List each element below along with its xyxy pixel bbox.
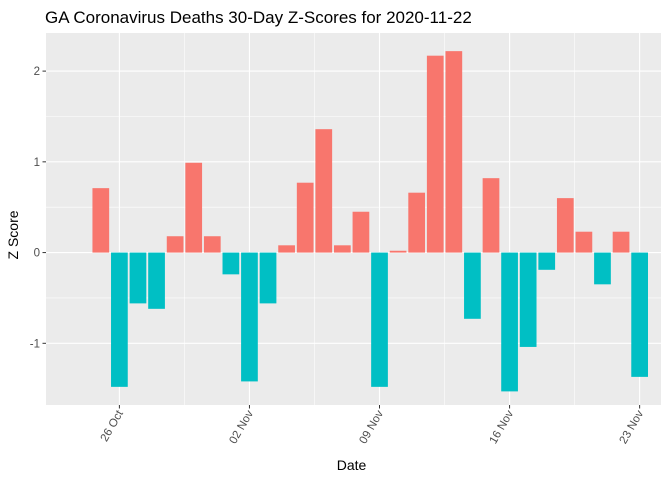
- y-tick-label: 1: [34, 157, 40, 169]
- x-tick-label: 23 Nov: [618, 408, 647, 446]
- x-tick-label: 16 Nov: [488, 408, 517, 446]
- bar-2020-11-22: [631, 252, 648, 377]
- bar-2020-11-04: [296, 182, 314, 253]
- x-axis-title: Date: [337, 457, 367, 473]
- bar-2020-11-02: [259, 252, 277, 304]
- bar-2020-11-12: [445, 51, 463, 253]
- chart-title: GA Coronavirus Deaths 30-Day Z-Scores fo…: [45, 8, 472, 27]
- bar-2020-11-17: [538, 252, 556, 270]
- y-tick-label: -1: [30, 338, 40, 350]
- bar-2020-11-01: [241, 252, 258, 382]
- bar-2020-11-11: [426, 55, 444, 253]
- bar-2020-11-14: [482, 178, 500, 253]
- bar-2020-11-09: [389, 250, 407, 253]
- bar-2020-10-31: [222, 252, 240, 275]
- bar-2020-11-16: [519, 252, 537, 347]
- bar-2020-11-15: [501, 252, 518, 392]
- y-axis-title: Z Score: [5, 210, 21, 259]
- bar-2020-10-28: [166, 236, 184, 253]
- bar-2020-11-03: [278, 245, 295, 253]
- bar-2020-11-06: [333, 245, 351, 253]
- bar-2020-10-25: [111, 252, 128, 387]
- bar-2020-10-24: [92, 188, 110, 253]
- x-tick-label: 02 Nov: [227, 408, 256, 446]
- x-tick-label: 26 Oct: [99, 408, 127, 444]
- bar-2020-11-13: [464, 252, 481, 319]
- bar-2020-11-08: [371, 252, 388, 387]
- bar-2020-11-19: [575, 231, 593, 253]
- bar-2020-10-30: [203, 236, 221, 253]
- bar-2020-11-20: [594, 252, 611, 285]
- bar-2020-11-07: [352, 211, 370, 253]
- x-tick-label: 09 Nov: [357, 408, 386, 446]
- bar-2020-10-26: [129, 252, 147, 304]
- bars: [92, 51, 648, 392]
- y-tick-label: 2: [34, 66, 40, 78]
- bar-2020-11-18: [556, 198, 574, 253]
- bar-2020-11-10: [408, 192, 426, 253]
- bar-2020-11-05: [315, 129, 333, 253]
- bar-2020-10-29: [185, 162, 203, 253]
- bar-2020-10-27: [148, 252, 165, 309]
- bar-2020-11-21: [612, 231, 630, 253]
- y-tick-label: 0: [34, 248, 40, 260]
